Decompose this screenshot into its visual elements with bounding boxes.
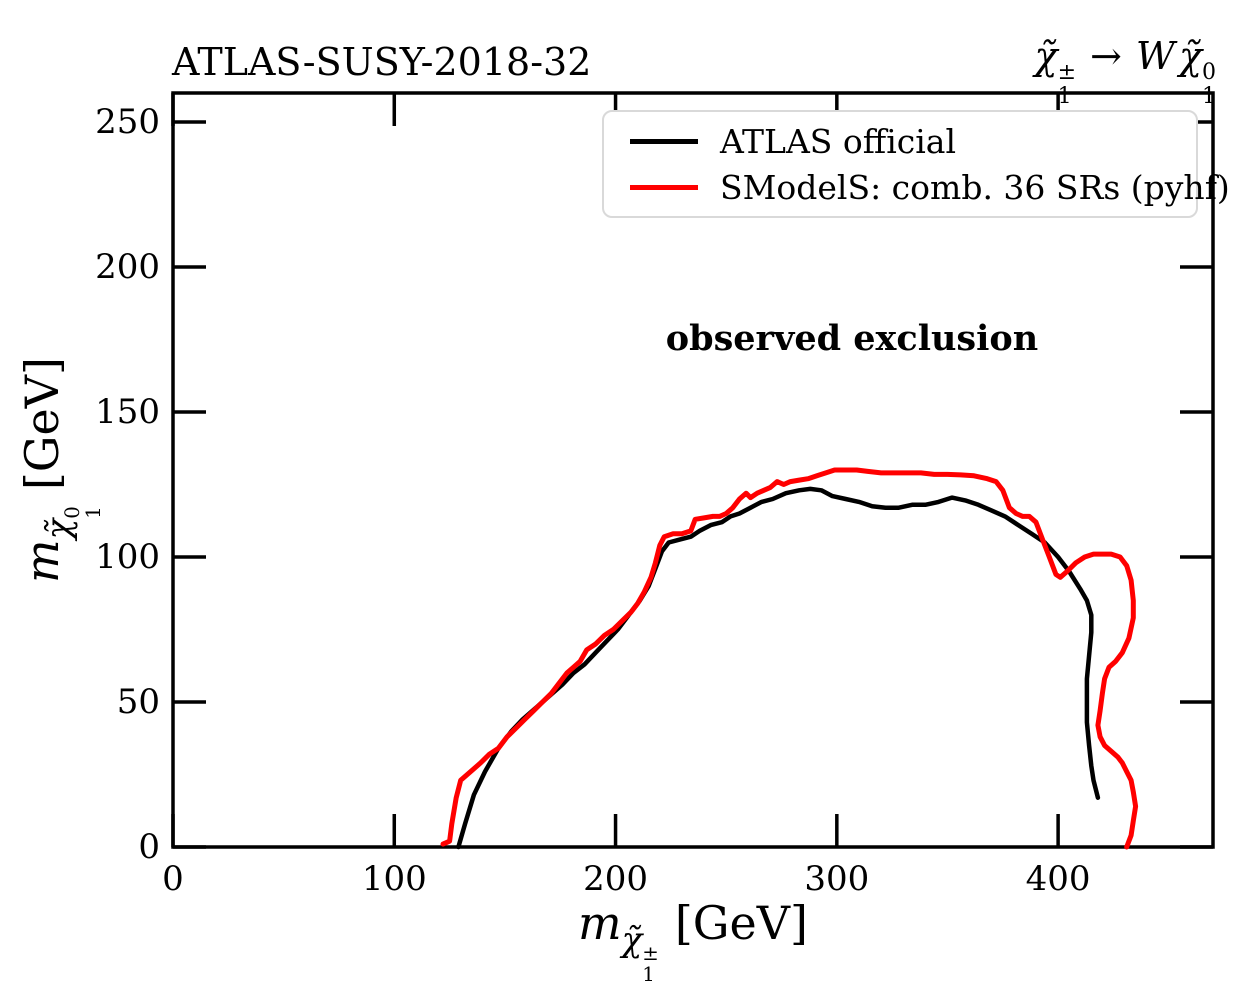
smodels-curve xyxy=(440,467,1139,850)
y-tick-label: 250 xyxy=(95,102,160,142)
atlas-official-curve xyxy=(456,486,1101,850)
plot-title-left: ATLAS-SUSY-2018-32 xyxy=(172,40,592,84)
y-tick-label: 100 xyxy=(95,537,160,577)
legend-item-smodels: SModelS: comb. 36 SRs (pyhf) xyxy=(604,168,1230,207)
x-tick-label: 100 xyxy=(361,859,427,899)
mass-symbol: m xyxy=(578,896,622,950)
y-tick-label: 50 xyxy=(116,682,160,722)
legend-line-sample xyxy=(630,138,698,144)
x-tick-label: 200 xyxy=(583,859,648,899)
w-boson-symbol: W xyxy=(1135,34,1175,78)
neutralino-symbol: χ̃ xyxy=(1178,34,1202,78)
legend-label: SModelS: comb. 36 SRs (pyhf) xyxy=(720,167,1230,207)
decay-arrow: → xyxy=(1090,34,1122,78)
legend-item-atlas-official: ATLAS official xyxy=(604,122,1196,161)
x-tick-label: 300 xyxy=(804,859,870,899)
y-tick-label: 200 xyxy=(95,247,160,287)
x-axis-label: mχ̃ ±1 [GeV] xyxy=(173,896,1213,985)
x-axis-unit: [GeV] xyxy=(674,896,808,950)
x-tick-label: 400 xyxy=(1025,859,1091,899)
observed-exclusion-annotation: observed exclusion xyxy=(665,318,1039,359)
x-tick-label: 0 xyxy=(162,859,184,899)
legend-label: ATLAS official xyxy=(720,121,957,161)
legend-line-sample xyxy=(630,184,698,190)
x-axis-subscript: χ̃ ±1 xyxy=(621,919,659,987)
axes-frame xyxy=(171,91,1215,849)
y-tick-label: 0 xyxy=(138,827,160,867)
chargino-indices: ±1 xyxy=(1057,59,1077,109)
y-axis-label: mχ̃ 0 1 [GeV] xyxy=(15,220,105,720)
chargino-symbol: χ̃ xyxy=(1034,34,1058,78)
y-tick-label: 150 xyxy=(95,392,160,432)
legend-box: ATLAS official SModelS: comb. 36 SRs (pyh… xyxy=(602,110,1230,218)
